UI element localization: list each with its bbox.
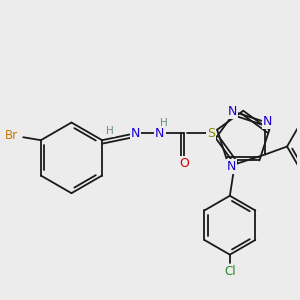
Text: Br: Br (5, 129, 18, 142)
Text: S: S (207, 127, 215, 140)
Text: N: N (227, 160, 236, 173)
Text: H: H (106, 126, 114, 136)
Text: N: N (130, 127, 140, 140)
Text: N: N (228, 105, 238, 118)
Text: O: O (179, 157, 189, 170)
Text: N: N (155, 127, 164, 140)
Text: Cl: Cl (224, 265, 236, 278)
Text: H: H (160, 118, 168, 128)
Text: N: N (263, 115, 272, 128)
